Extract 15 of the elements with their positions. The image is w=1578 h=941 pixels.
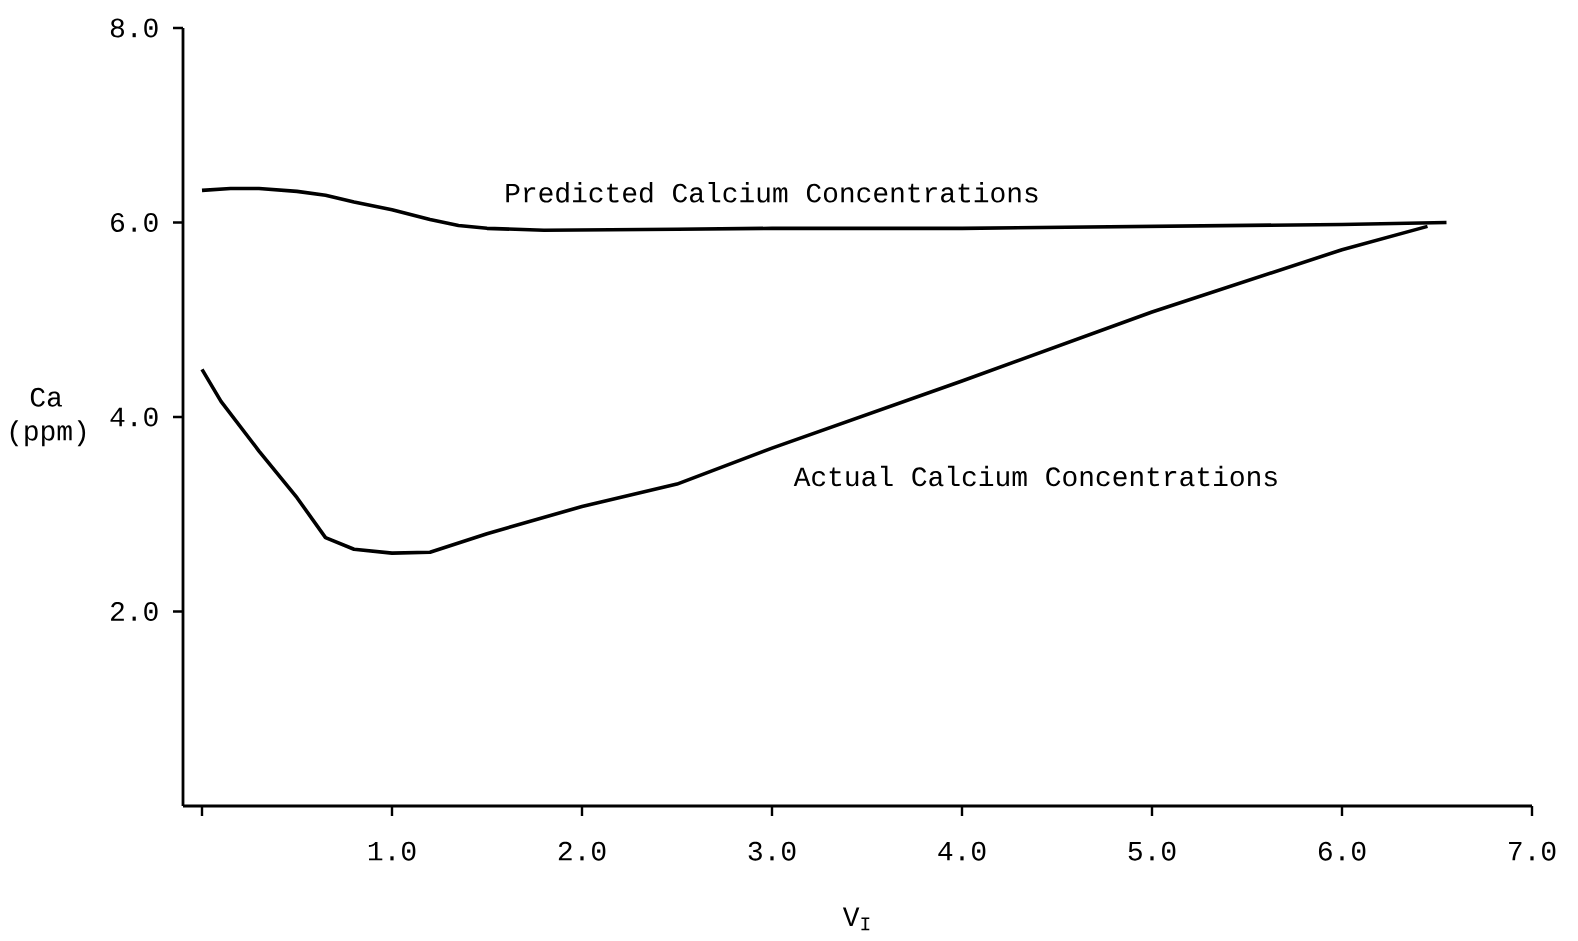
x-tick-label: 7.0	[1509, 841, 1556, 861]
y-axis-title: Ca (ppm)	[10, 387, 86, 447]
x-tick-label: 6.0	[1318, 841, 1366, 861]
y-tick-label: 2.0	[111, 602, 158, 621]
series-label: Actual Calcium Concentrations	[793, 465, 1277, 487]
x-tick-label: 5.0	[1128, 841, 1176, 861]
x-tick-label: 1.0	[368, 841, 416, 861]
x-tick-label: 2.0	[558, 841, 606, 861]
x-tick-label: 4.0	[938, 841, 986, 861]
x-axis-title: V$_{I}$	[842, 907, 870, 931]
y-tick-label: 6.0	[111, 213, 158, 232]
x-tick-label: 3.0	[748, 841, 796, 861]
series-label: Predicted Calcium Concentrations	[506, 182, 1038, 203]
y-tick-label: 8.0	[110, 18, 158, 38]
y-tick-label: 4.0	[110, 407, 158, 427]
